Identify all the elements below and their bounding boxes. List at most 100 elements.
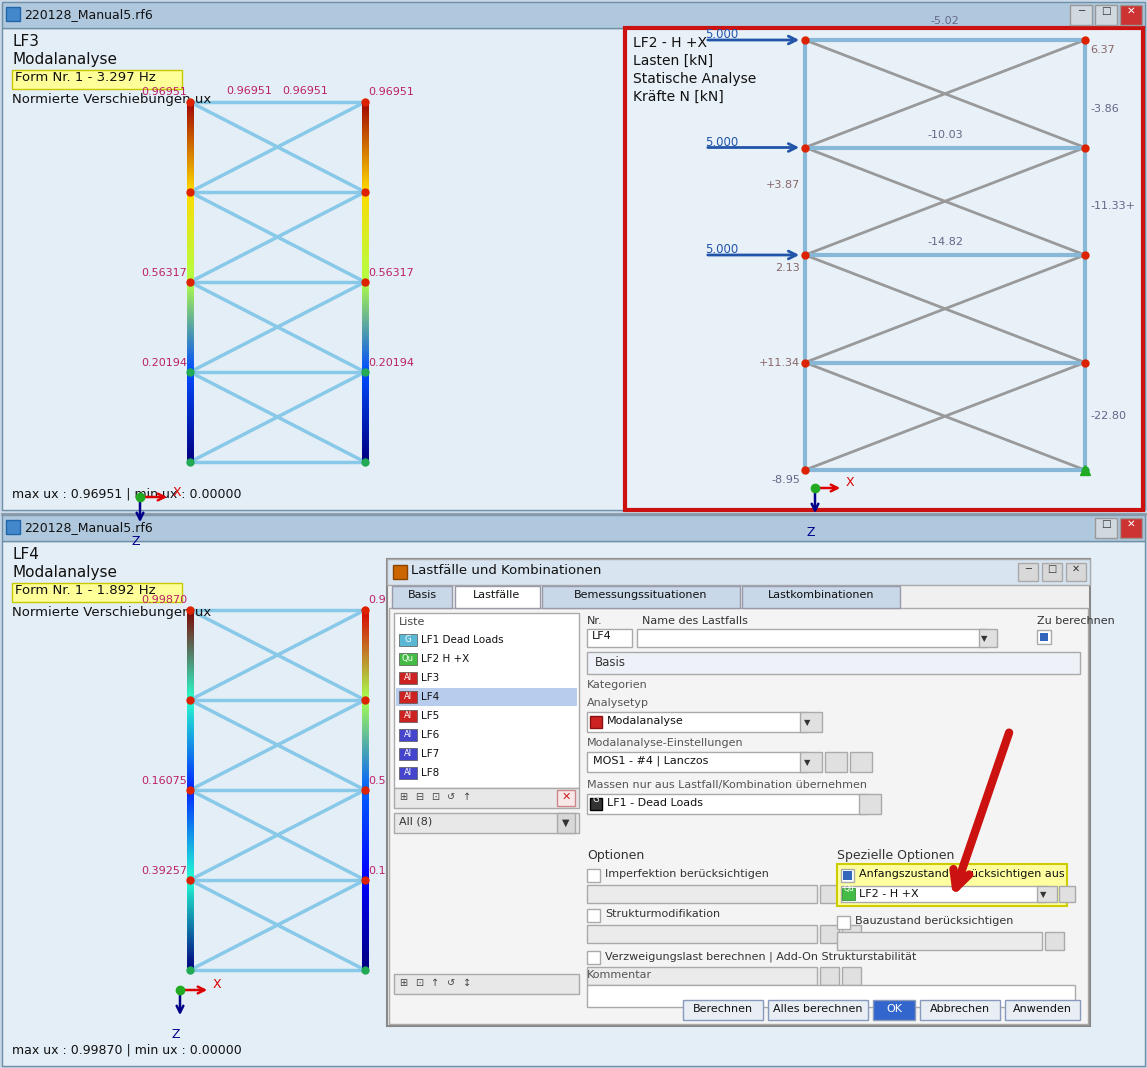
Text: LF2 - H +X: LF2 - H +X: [633, 36, 707, 50]
Bar: [2, 541, 1145, 1066]
Text: ↺: ↺: [447, 978, 455, 988]
Text: □: □: [1047, 564, 1056, 574]
Bar: [395, 613, 579, 788]
Text: Al: Al: [404, 749, 412, 758]
Text: ▼: ▼: [804, 718, 810, 727]
Bar: [873, 1000, 915, 1020]
Text: ✕: ✕: [1072, 564, 1080, 574]
Text: max ux : 0.96951 | min ux : 0.00000: max ux : 0.96951 | min ux : 0.00000: [11, 488, 242, 501]
Text: 5.000: 5.000: [705, 28, 739, 41]
Text: Z: Z: [172, 1028, 180, 1041]
Text: Lastkombinationen: Lastkombinationen: [767, 590, 874, 600]
Bar: [1119, 518, 1142, 538]
Bar: [399, 691, 418, 703]
Text: -3.86: -3.86: [1090, 105, 1118, 114]
Bar: [637, 629, 988, 647]
Text: Berechnen: Berechnen: [693, 1004, 754, 1014]
Bar: [843, 871, 852, 880]
Text: 220128_Manual5.rf6: 220128_Manual5.rf6: [24, 7, 153, 21]
Bar: [587, 712, 807, 732]
Bar: [587, 651, 1080, 674]
Bar: [859, 794, 881, 814]
Text: 0.20194: 0.20194: [368, 358, 414, 368]
Bar: [396, 650, 577, 668]
Bar: [396, 745, 577, 763]
Bar: [399, 653, 418, 665]
Text: LF6: LF6: [421, 731, 439, 740]
Text: Analysetyp: Analysetyp: [587, 698, 649, 708]
Text: Kommentar: Kommentar: [587, 970, 653, 980]
Text: Al: Al: [404, 731, 412, 739]
Bar: [543, 586, 740, 608]
Text: LF4: LF4: [592, 631, 611, 641]
Bar: [399, 767, 418, 779]
Text: LF2 - H +X: LF2 - H +X: [859, 889, 919, 899]
Text: 0.39257: 0.39257: [141, 866, 187, 876]
Text: ✕: ✕: [1126, 519, 1136, 529]
Bar: [799, 752, 822, 772]
Text: ▼: ▼: [804, 758, 810, 767]
Text: 0.96951: 0.96951: [282, 87, 328, 96]
Text: ↺: ↺: [447, 792, 455, 802]
Bar: [6, 7, 19, 21]
Text: +3.87: +3.87: [766, 179, 799, 190]
Bar: [399, 634, 418, 646]
Text: ✕: ✕: [561, 792, 571, 802]
Bar: [557, 813, 575, 833]
Bar: [399, 710, 418, 722]
Text: -5.02: -5.02: [930, 16, 959, 26]
Bar: [590, 798, 602, 810]
Bar: [1005, 1000, 1080, 1020]
Bar: [980, 629, 997, 647]
Text: All (8): All (8): [399, 817, 432, 827]
Text: LF2 H +X: LF2 H +X: [421, 654, 469, 664]
Text: ⊡: ⊡: [431, 792, 439, 802]
Text: Modalanalyse: Modalanalyse: [11, 52, 117, 67]
Bar: [820, 967, 838, 985]
Bar: [396, 631, 577, 649]
Bar: [920, 1000, 1000, 1020]
Text: 0.96951: 0.96951: [368, 87, 414, 97]
Text: -10.03: -10.03: [927, 129, 962, 140]
Text: X: X: [173, 486, 181, 499]
Bar: [825, 752, 846, 772]
Bar: [399, 672, 418, 684]
Text: Lastfälle und Kombinationen: Lastfälle und Kombinationen: [411, 564, 601, 577]
Text: ↕: ↕: [463, 978, 471, 988]
Text: 0.92004: 0.92004: [368, 595, 414, 604]
Text: Nr.: Nr.: [587, 616, 602, 626]
Text: 0.96951: 0.96951: [141, 87, 187, 97]
Bar: [392, 586, 452, 608]
Bar: [842, 925, 861, 943]
Text: +11.34: +11.34: [759, 358, 799, 367]
Bar: [1119, 5, 1142, 25]
Text: LF3: LF3: [11, 34, 39, 49]
Bar: [682, 1000, 763, 1020]
Bar: [587, 752, 807, 772]
Text: Liste: Liste: [399, 617, 426, 627]
Text: 0.16075: 0.16075: [141, 776, 187, 786]
Text: LF7: LF7: [421, 749, 439, 759]
Bar: [396, 669, 577, 687]
Text: Zu berechnen: Zu berechnen: [1037, 616, 1115, 626]
Text: G: G: [405, 635, 412, 644]
Bar: [768, 1000, 868, 1020]
Bar: [1040, 633, 1048, 641]
Text: Al: Al: [404, 768, 412, 778]
Bar: [1059, 886, 1075, 902]
Text: ↑: ↑: [431, 978, 439, 988]
Bar: [1095, 518, 1117, 538]
Text: Optionen: Optionen: [587, 849, 645, 862]
Text: LF5: LF5: [421, 711, 439, 721]
Text: Anfangszustand berücksichtigen aus: Anfangszustand berücksichtigen aus: [859, 869, 1064, 879]
Bar: [1037, 886, 1058, 902]
Text: -11.33+: -11.33+: [1090, 201, 1136, 211]
Text: ↑: ↑: [463, 792, 471, 802]
Text: 0.56317: 0.56317: [141, 268, 187, 278]
Text: LF8: LF8: [421, 768, 439, 778]
Text: ▼: ▼: [562, 818, 570, 828]
Text: 220128_Manual5.rf6: 220128_Manual5.rf6: [24, 521, 153, 534]
Text: Modalanalyse-Einstellungen: Modalanalyse-Einstellungen: [587, 738, 743, 748]
Bar: [2, 28, 1145, 511]
Bar: [587, 909, 600, 922]
